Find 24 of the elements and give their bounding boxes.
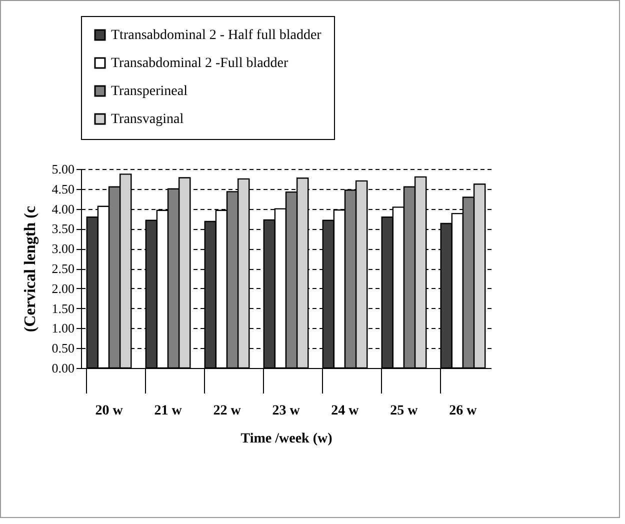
y-tick-label: 2.50 bbox=[52, 261, 74, 276]
y-tick-label: 1.50 bbox=[52, 300, 74, 316]
legend-label: Transvaginal bbox=[111, 112, 184, 127]
x-tick-label: 20 w bbox=[95, 404, 124, 418]
y-tick-label: 0.50 bbox=[52, 340, 74, 356]
x-tick-label: 24 w bbox=[331, 404, 360, 418]
y-tick-label: 3.50 bbox=[52, 221, 74, 236]
y-tick-label: 1.00 bbox=[52, 320, 74, 336]
y-tick-label: 2.00 bbox=[52, 280, 74, 296]
y-tick-label: 0.00 bbox=[52, 360, 74, 376]
x-tick-label: 26 w bbox=[449, 404, 478, 418]
x-tick-label: 22 w bbox=[213, 404, 242, 418]
x-axis-title: Time /week (w) bbox=[240, 432, 333, 446]
x-tick-label: 23 w bbox=[272, 404, 301, 418]
y-tick-label: 4.50 bbox=[52, 181, 74, 196]
y-tick-label: 5.00 bbox=[52, 162, 74, 176]
legend-label: Transperineal bbox=[111, 84, 188, 99]
y-tick-label: 3.00 bbox=[52, 241, 74, 256]
x-tick-label: 21 w bbox=[154, 404, 183, 418]
y-axis-title: (Cervical length (c bbox=[22, 206, 39, 332]
x-tick-label: 25 w bbox=[390, 404, 419, 418]
legend-label: Ttransabdominal 2 - Half full bladder bbox=[111, 28, 322, 43]
legend-label: Transabdominal 2 -Full bladder bbox=[111, 56, 289, 71]
y-tick-label: 4.00 bbox=[52, 201, 74, 216]
